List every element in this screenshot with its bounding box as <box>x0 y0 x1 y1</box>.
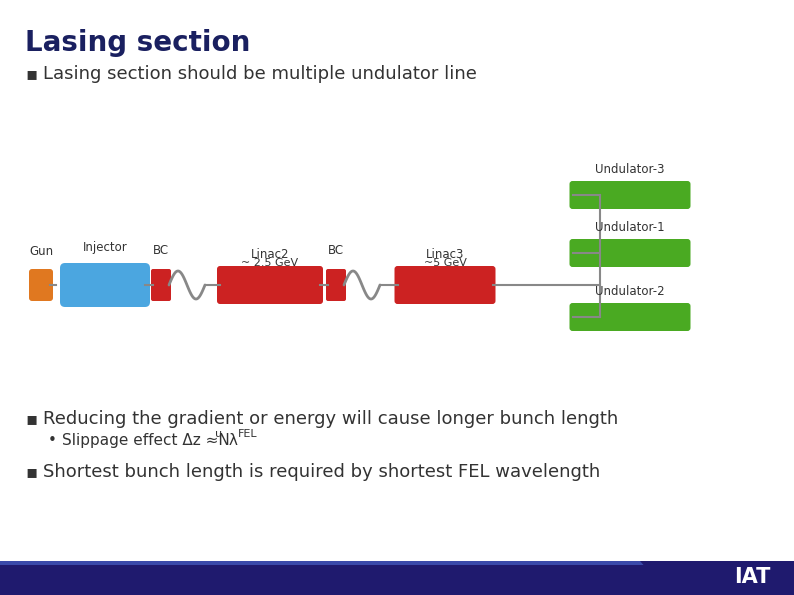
Text: Slippage effect Δz ≈N: Slippage effect Δz ≈N <box>62 433 229 448</box>
Text: λ: λ <box>224 433 238 448</box>
Text: IAT: IAT <box>734 567 770 587</box>
Bar <box>0 561 794 565</box>
Text: Undulator-1: Undulator-1 <box>596 221 665 234</box>
Text: ▪: ▪ <box>25 410 37 428</box>
Text: FEL: FEL <box>238 429 257 439</box>
FancyBboxPatch shape <box>326 269 346 301</box>
Text: Undulator-2: Undulator-2 <box>596 285 665 298</box>
Bar <box>0 565 794 595</box>
Text: Shortest bunch length is required by shortest FEL wavelength: Shortest bunch length is required by sho… <box>43 463 600 481</box>
Text: Lasing section: Lasing section <box>25 29 250 57</box>
Text: u: u <box>215 429 222 439</box>
FancyBboxPatch shape <box>29 269 53 301</box>
FancyBboxPatch shape <box>151 269 171 301</box>
FancyBboxPatch shape <box>569 181 691 209</box>
FancyBboxPatch shape <box>395 266 495 304</box>
Polygon shape <box>640 561 794 595</box>
Text: •: • <box>48 433 57 448</box>
Text: ▪: ▪ <box>25 65 37 83</box>
Text: ~5 GeV: ~5 GeV <box>423 258 466 268</box>
FancyBboxPatch shape <box>217 266 323 304</box>
Text: Linac3: Linac3 <box>426 248 464 261</box>
Text: ~ 2.5 GeV: ~ 2.5 GeV <box>241 258 299 268</box>
Text: ▪: ▪ <box>25 463 37 481</box>
Text: Lasing section should be multiple undulator line: Lasing section should be multiple undula… <box>43 65 477 83</box>
Text: Injector: Injector <box>83 241 127 254</box>
Text: BC: BC <box>153 244 169 257</box>
Text: Linac2: Linac2 <box>251 248 289 261</box>
Text: Undulator-3: Undulator-3 <box>596 163 665 176</box>
Text: Reducing the gradient or energy will cause longer bunch length: Reducing the gradient or energy will cau… <box>43 410 619 428</box>
Text: BC: BC <box>328 244 344 257</box>
FancyBboxPatch shape <box>569 239 691 267</box>
FancyBboxPatch shape <box>569 303 691 331</box>
FancyBboxPatch shape <box>60 263 150 307</box>
Text: Gun: Gun <box>29 245 53 258</box>
